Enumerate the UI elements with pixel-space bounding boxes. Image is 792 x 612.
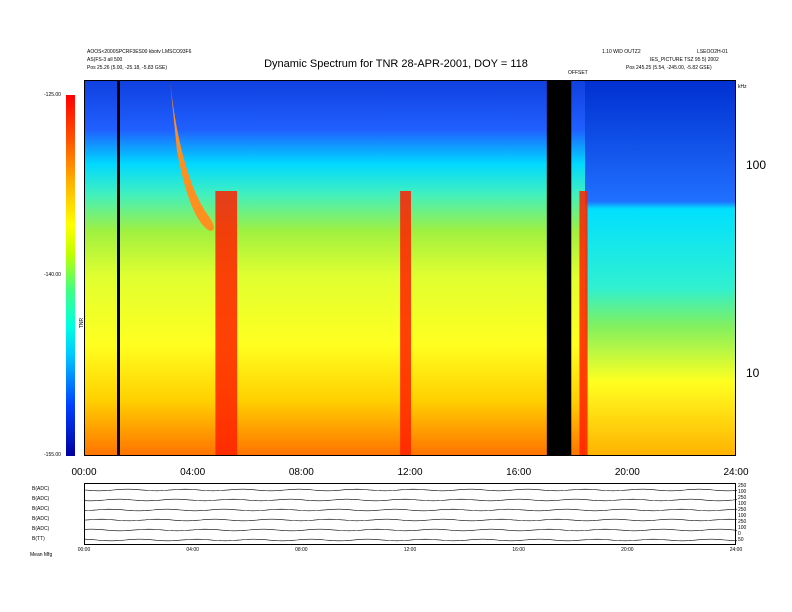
colorbar bbox=[66, 95, 75, 456]
footer-text: Mean Mfg bbox=[30, 552, 53, 558]
trace-5 bbox=[84, 538, 738, 542]
colorbar-tick-bottom: -155.00 bbox=[44, 452, 61, 458]
lower-label-1: B(ADC) bbox=[32, 496, 50, 502]
x-tick-6: 24:00 bbox=[723, 467, 749, 478]
trace-1 bbox=[84, 498, 738, 502]
header-left-1: AOOS<2000SPCRF3ES00 kbotv LMSCO93F6 bbox=[87, 49, 192, 55]
lower-right-label-3: 100 bbox=[738, 501, 747, 507]
x-tick-4: 16:00 bbox=[506, 467, 532, 478]
lower-right-label-8: 0 bbox=[738, 531, 741, 537]
lower-panel bbox=[84, 483, 738, 545]
header-left-3: Pos 25.26 (5.00, -25.18, -5.83 GSE) bbox=[87, 65, 168, 71]
lower-x-tick-4: 16:00 bbox=[512, 547, 525, 553]
burst-2 bbox=[579, 191, 588, 455]
x-tick-2: 08:00 bbox=[288, 467, 314, 478]
header-left-2: AS(FS-3 all 500 bbox=[87, 57, 123, 63]
burst-1 bbox=[400, 191, 411, 455]
lower-right-label-4: 250 bbox=[738, 507, 747, 513]
lower-x-tick-6: 24:00 bbox=[729, 547, 743, 553]
trace-2 bbox=[84, 508, 738, 512]
burst-0 bbox=[215, 191, 238, 455]
dropout-line bbox=[117, 81, 120, 455]
data-gaps bbox=[546, 81, 572, 455]
burst-features bbox=[215, 191, 588, 455]
right-tick-10: 10 bbox=[746, 366, 760, 380]
lower-traces bbox=[84, 488, 738, 542]
lower-x-tick-1: 04:00 bbox=[186, 547, 199, 553]
drifting-emission bbox=[170, 81, 214, 231]
lower-right-label-5: 100 bbox=[738, 513, 747, 519]
spectrum-background-late bbox=[585, 81, 735, 455]
x-tick-5: 20:00 bbox=[614, 467, 640, 478]
lower-x-tick-2: 08:00 bbox=[295, 547, 308, 553]
x-tick-1: 04:00 bbox=[180, 467, 206, 478]
header-mid: OFFSET bbox=[568, 70, 588, 76]
colorbar-tick-top: -125.00 bbox=[44, 92, 61, 98]
trace-0 bbox=[84, 488, 738, 492]
right-tick-100: 100 bbox=[746, 158, 767, 172]
lower-right-label-7: 100 bbox=[738, 525, 747, 531]
lower-right-label-2: 250 bbox=[738, 495, 747, 501]
lower-panel-svg bbox=[84, 488, 738, 542]
lower-right-label-1: 100 bbox=[738, 489, 747, 495]
colorbar-tick-mid: -140.00 bbox=[44, 272, 61, 278]
x-tick-0: 00:00 bbox=[71, 467, 97, 478]
lower-label-3: B(ADC) bbox=[32, 516, 50, 522]
trace-3 bbox=[84, 518, 738, 522]
header-right-2: IES_PICTURE TSZ 95 5) 2002 bbox=[650, 57, 719, 63]
data-gap-0 bbox=[546, 81, 572, 455]
header-right-3: Pos 245.25 (5.54, -245.00, -5.82 GSE) bbox=[626, 65, 712, 71]
chart-title: Dynamic Spectrum for TNR 28-APR-2001, DO… bbox=[264, 58, 528, 70]
lower-x-tick-5: 20:00 bbox=[621, 547, 634, 553]
lower-x-tick-0: 00:00 bbox=[77, 547, 91, 553]
lower-right-label-6: 250 bbox=[738, 519, 747, 525]
lower-label-4: B(ADC) bbox=[32, 526, 50, 532]
spectrogram bbox=[84, 80, 736, 456]
header-right-1b: LSEOO2H-01 bbox=[697, 49, 728, 55]
header-right-1a: 1.10 WID OUTZ2 bbox=[602, 49, 641, 55]
trace-4 bbox=[84, 528, 738, 532]
lower-right-label-9: 50 bbox=[738, 537, 744, 543]
right-corner-unit: kHz bbox=[738, 84, 747, 90]
lower-right-label-0: 250 bbox=[738, 483, 747, 489]
lower-label-5: B(TT) bbox=[32, 536, 45, 542]
lower-label-0: B(ADC) bbox=[32, 486, 50, 492]
lower-label-2: B(ADC) bbox=[32, 506, 50, 512]
x-tick-3: 12:00 bbox=[397, 467, 423, 478]
spectrogram-svg bbox=[85, 81, 735, 455]
lower-x-tick-3: 12:00 bbox=[403, 547, 417, 553]
